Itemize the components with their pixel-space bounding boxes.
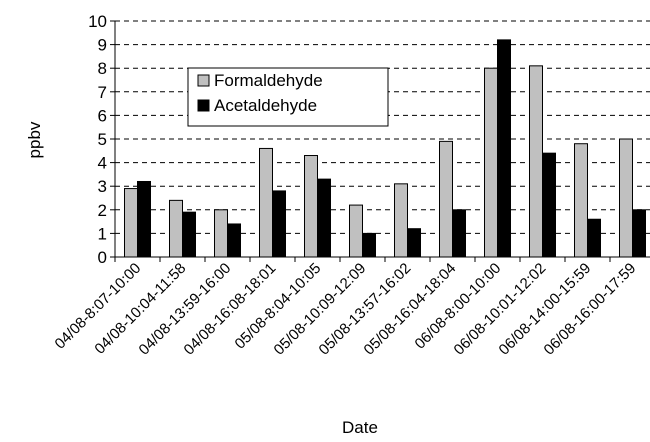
y-tick-label: 7 — [98, 83, 107, 102]
bar-formaldehyde-3 — [259, 147, 273, 258]
y-tick-label: 4 — [98, 154, 107, 173]
y-tick-label: 1 — [98, 224, 107, 243]
bar-formaldehyde-10 — [574, 143, 588, 258]
axes — [110, 20, 650, 262]
bar-acetaldehyde-9 — [542, 152, 556, 258]
bar-acetaldehyde-10 — [587, 218, 601, 258]
gridlines — [115, 20, 650, 234]
bar-acetaldehyde-3 — [272, 190, 286, 258]
legend: Formaldehyde Acetaldehyde — [187, 67, 389, 127]
y-tick-label: 6 — [98, 106, 107, 125]
legend-label-acetaldehyde: Acetaldehyde — [214, 96, 317, 115]
legend-swatch-formaldehyde — [197, 74, 210, 87]
y-tick-label: 5 — [98, 130, 107, 149]
y-tick-label: 0 — [98, 248, 107, 267]
bar-formaldehyde-7 — [439, 140, 453, 258]
x-tick-labels: 04/08-8:07-10:0004/08-10:04-11:5804/08-1… — [52, 260, 640, 359]
x-axis-label: Date — [342, 418, 378, 437]
y-tick-label: 8 — [98, 59, 107, 78]
legend-box — [187, 67, 389, 127]
legend-label-formaldehyde: Formaldehyde — [214, 71, 323, 90]
bar-acetaldehyde-0 — [137, 180, 151, 258]
bar-acetaldehyde-11 — [632, 209, 646, 258]
bar-formaldehyde-5 — [349, 204, 363, 258]
bar-formaldehyde-4 — [304, 155, 318, 258]
y-tick-label: 2 — [98, 201, 107, 220]
bar-formaldehyde-6 — [394, 183, 408, 258]
bar-acetaldehyde-1 — [182, 211, 196, 258]
bar-formaldehyde-9 — [529, 65, 543, 258]
bar-acetaldehyde-5 — [362, 232, 376, 258]
y-tick-label: 9 — [98, 36, 107, 55]
bar-acetaldehyde-6 — [407, 228, 421, 258]
bar-acetaldehyde-2 — [227, 223, 241, 258]
y-tick-labels: 0 1 2 3 4 5 6 7 8 9 10 — [88, 12, 107, 267]
bar-formaldehyde-0 — [124, 188, 138, 258]
y-axis-label: ppbv — [25, 121, 44, 158]
bars — [124, 39, 646, 258]
bar-formaldehyde-2 — [214, 209, 228, 258]
bar-acetaldehyde-8 — [497, 39, 511, 258]
bar-formaldehyde-8 — [484, 67, 498, 258]
legend-swatch-acetaldehyde — [197, 99, 210, 112]
bar-acetaldehyde-4 — [317, 178, 331, 258]
y-tick-label: 3 — [98, 177, 107, 196]
y-tick-label: 10 — [88, 12, 107, 31]
bar-formaldehyde-1 — [169, 199, 183, 258]
bar-acetaldehyde-7 — [452, 209, 466, 258]
bar-formaldehyde-11 — [619, 138, 633, 258]
